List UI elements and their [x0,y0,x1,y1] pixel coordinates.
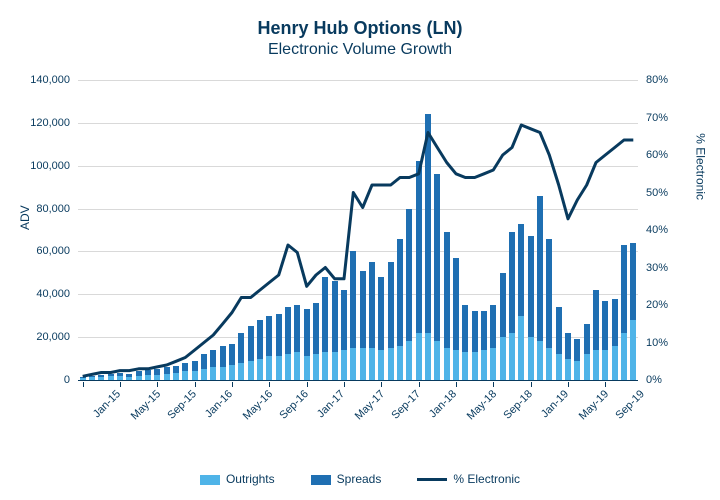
y-right-tick-label: 10% [646,337,686,349]
x-tick [195,382,196,387]
x-tick-label: Jan-19 [539,388,571,420]
x-tick [493,382,494,387]
title-block: Henry Hub Options (LN) Electronic Volume… [0,0,720,59]
y-right-tick-label: 0% [646,374,686,386]
x-tick-label: Sep-17 [390,388,424,422]
legend-item: % Electronic [417,472,520,486]
x-tick-label: May-16 [241,388,275,422]
x-tick [269,382,270,387]
x-tick-label: May-19 [577,388,611,422]
x-tick-label: Sep-16 [278,388,312,422]
x-tick [83,382,84,387]
x-tick-label: Jan-17 [315,388,347,420]
y-right-tick-label: 60% [646,149,686,161]
x-tick-label: Sep-18 [502,388,536,422]
legend-swatch [200,475,220,485]
x-tick [232,382,233,387]
y-left-tick-label: 20,000 [10,331,70,343]
x-tick-label: Sep-15 [166,388,200,422]
x-tick [307,382,308,387]
plot-area: 020,00040,00060,00080,000100,000120,0001… [78,80,638,381]
chart-subtitle: Electronic Volume Growth [0,41,720,59]
y-right-tick-label: 50% [646,187,686,199]
x-tick [157,382,158,387]
legend-label: Spreads [337,472,382,486]
y-axis-right-title: % Electronic [694,133,708,200]
x-tick-label: May-15 [129,388,163,422]
chart-container: Henry Hub Options (LN) Electronic Volume… [0,0,720,500]
legend-label: % Electronic [453,472,520,486]
x-tick-label: Jan-18 [427,388,459,420]
y-left-tick-label: 60,000 [10,245,70,257]
y-right-tick-label: 20% [646,299,686,311]
legend-item: Outrights [200,472,275,486]
x-tick-label: Jan-15 [91,388,123,420]
chart-title: Henry Hub Options (LN) [0,18,720,39]
y-left-tick-label: 100,000 [10,160,70,172]
y-left-tick-label: 40,000 [10,288,70,300]
y-left-tick-label: 140,000 [10,74,70,86]
x-tick [531,382,532,387]
x-tick [419,382,420,387]
x-tick-label: May-18 [465,388,499,422]
x-tick [605,382,606,387]
legend: Outrights Spreads % Electronic [0,471,720,486]
x-tick [120,382,121,387]
x-axis-labels: Jan-15May-15Sep-15Jan-16May-16Sep-16Jan-… [78,382,638,442]
y-left-tick-label: 120,000 [10,117,70,129]
legend-line-swatch [417,478,447,481]
y-left-tick-label: 0 [10,374,70,386]
x-tick-label: Sep-19 [614,388,648,422]
x-tick-label: May-17 [353,388,387,422]
y-right-tick-label: 30% [646,262,686,274]
x-tick [344,382,345,387]
x-tick [456,382,457,387]
legend-item: Spreads [311,472,382,486]
y-right-tick-label: 40% [646,224,686,236]
y-right-tick-label: 70% [646,112,686,124]
pct-electronic-line [83,125,634,376]
x-tick [381,382,382,387]
y-right-tick-label: 80% [646,74,686,86]
x-tick [568,382,569,387]
line-layer [78,80,638,380]
legend-label: Outrights [226,472,275,486]
x-tick-label: Jan-16 [203,388,235,420]
y-left-tick-label: 80,000 [10,203,70,215]
legend-swatch [311,475,331,485]
